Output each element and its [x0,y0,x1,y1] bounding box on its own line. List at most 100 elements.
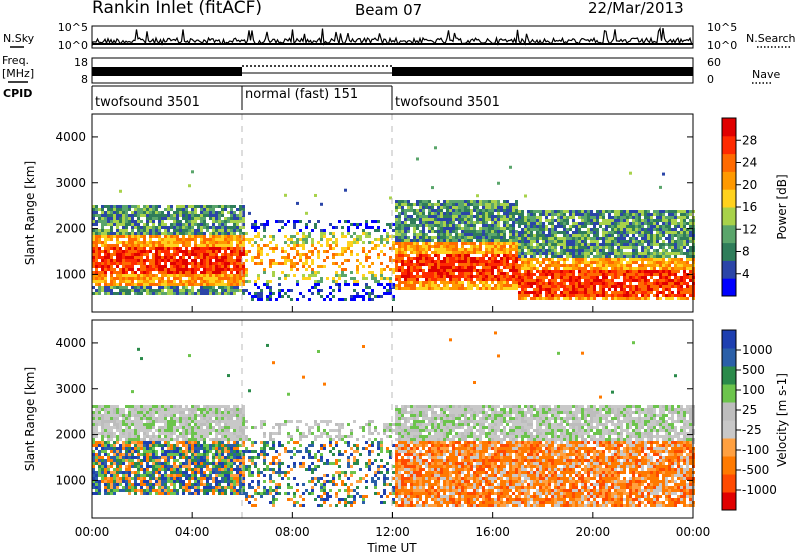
power-cell [587,237,590,240]
power-cell [332,256,335,259]
power-cell [338,289,341,292]
power-cell [170,265,173,268]
power-cell [647,249,650,252]
power-cell [455,215,458,218]
power-cell [440,209,443,212]
power-cell [98,280,101,283]
power-cell [662,243,665,246]
power-cell [236,208,239,211]
power-cell [509,215,512,218]
power-cell [215,247,218,250]
power-cell [170,274,173,277]
velocity-cell [131,408,134,411]
power-cell [635,222,638,225]
power-cell [605,282,608,285]
power-cell [359,223,362,226]
power-cell [356,283,359,286]
power-cell [206,256,209,259]
velocity-cell [104,471,107,474]
power-cell [227,292,230,295]
power-cell [131,253,134,256]
power-cell [587,252,590,255]
power-cell [518,267,521,270]
power-cell [647,291,650,294]
power-cell [95,259,98,262]
power-cell [644,273,647,276]
power-cell [107,244,110,247]
power-cell [98,271,101,274]
power-cell [569,255,572,258]
power-cell [413,278,416,281]
power-cell [206,286,209,289]
power-cell [473,221,476,224]
power-cell [431,269,434,272]
power-cell [620,246,623,249]
power-cell [683,264,686,267]
power-cell [140,244,143,247]
power-cell [428,230,431,233]
power-cell [398,218,401,221]
power-cell [182,265,185,268]
power-cell [602,294,605,297]
power-cell [143,238,146,241]
power-cell [659,264,662,267]
power-cell [197,292,200,295]
power-cell [512,287,515,290]
cpid-segment-1: twofsound 3501 [95,95,200,110]
power-cell [209,244,212,247]
power-cell [668,246,671,249]
power-cell [632,225,635,228]
power-cell [116,223,119,226]
power-cell [455,248,458,251]
power-cell [365,232,368,235]
power-cell [344,188,347,192]
power-cell [464,278,467,281]
power-cell [653,294,656,297]
power-cell [596,243,599,246]
power-cell [608,252,611,255]
power-cell [443,221,446,224]
power-cell [503,284,506,287]
power-cell [689,276,692,279]
power-cell [587,219,590,222]
power-cell [239,217,242,220]
power-cell [296,244,299,247]
power-cell [446,269,449,272]
power-cell [113,271,116,274]
power-cell [158,229,161,232]
power-cell [395,239,398,242]
power-cell [689,234,692,237]
power-cell [155,247,158,250]
power-cell [563,294,566,297]
power-cell [488,236,491,239]
power-cell [101,277,104,280]
power-cell [182,250,185,253]
power-cell [452,278,455,281]
power-cell [647,261,650,264]
power-cell [578,225,581,228]
power-cell [638,273,641,276]
power-cell [284,241,287,244]
power-cell [602,270,605,273]
power-cell [512,266,515,269]
power-cell [137,226,140,229]
power-cell [374,229,377,232]
power-cell [542,288,545,291]
velocity-cell [95,429,98,432]
power-cell [134,262,137,265]
power-cell [434,230,437,233]
power-cell [641,249,644,252]
power-cell [431,266,434,269]
power-cell [146,241,149,244]
power-cell [125,232,128,235]
power-cell [230,247,233,250]
power-cell [125,214,128,217]
power-cell [620,231,623,234]
power-cell [539,234,542,237]
velocity-cell [128,441,131,444]
power-cell [176,226,179,229]
power-cell [668,255,671,258]
power-cell [374,238,377,241]
nsky-label: N.Sky [3,32,35,45]
power-cell [458,236,461,239]
